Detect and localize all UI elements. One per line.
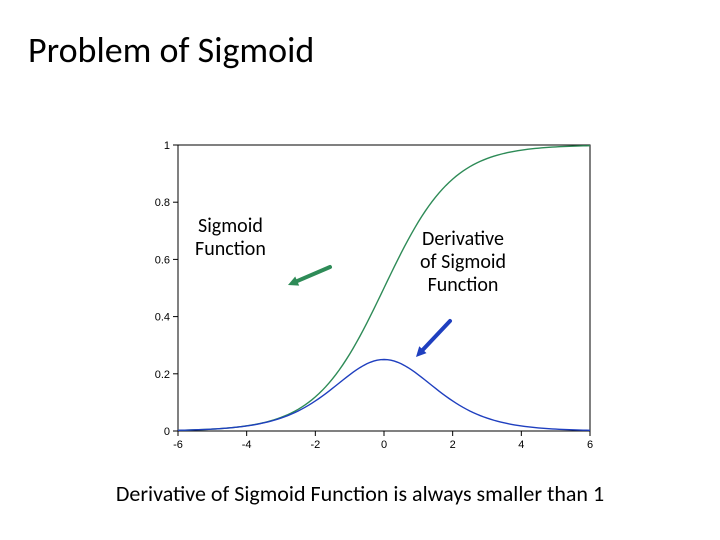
svg-text:-6: -6 bbox=[173, 439, 183, 451]
svg-text:0.4: 0.4 bbox=[155, 312, 170, 324]
svg-text:1: 1 bbox=[164, 140, 170, 152]
svg-text:-2: -2 bbox=[310, 439, 320, 451]
slide: Problem of Sigmoid -6 -4 -2 0 2 4 6 0 0.2 0.4 0.6 0… bbox=[0, 0, 720, 540]
svg-text:4: 4 bbox=[518, 439, 524, 451]
svg-text:0.2: 0.2 bbox=[155, 369, 170, 381]
svg-text:0: 0 bbox=[381, 439, 387, 451]
derivative-label: Derivative of Sigmoid Function bbox=[420, 228, 506, 297]
svg-text:2: 2 bbox=[450, 439, 456, 451]
chart-svg: -6 -4 -2 0 2 4 6 0 0.2 0.4 0.6 0.8 1 bbox=[120, 135, 600, 455]
caption-text: Derivative of Sigmoid Function is always… bbox=[0, 480, 720, 507]
svg-text:0: 0 bbox=[164, 426, 170, 438]
svg-text:6: 6 bbox=[587, 439, 593, 451]
page-title: Problem of Sigmoid bbox=[28, 28, 314, 72]
svg-text:0.8: 0.8 bbox=[155, 197, 170, 209]
sigmoid-label: Sigmoid Function bbox=[195, 215, 266, 261]
sigmoid-chart: -6 -4 -2 0 2 4 6 0 0.2 0.4 0.6 0.8 1 bbox=[120, 135, 600, 455]
svg-text:-4: -4 bbox=[242, 439, 252, 451]
svg-text:0.6: 0.6 bbox=[155, 254, 170, 266]
